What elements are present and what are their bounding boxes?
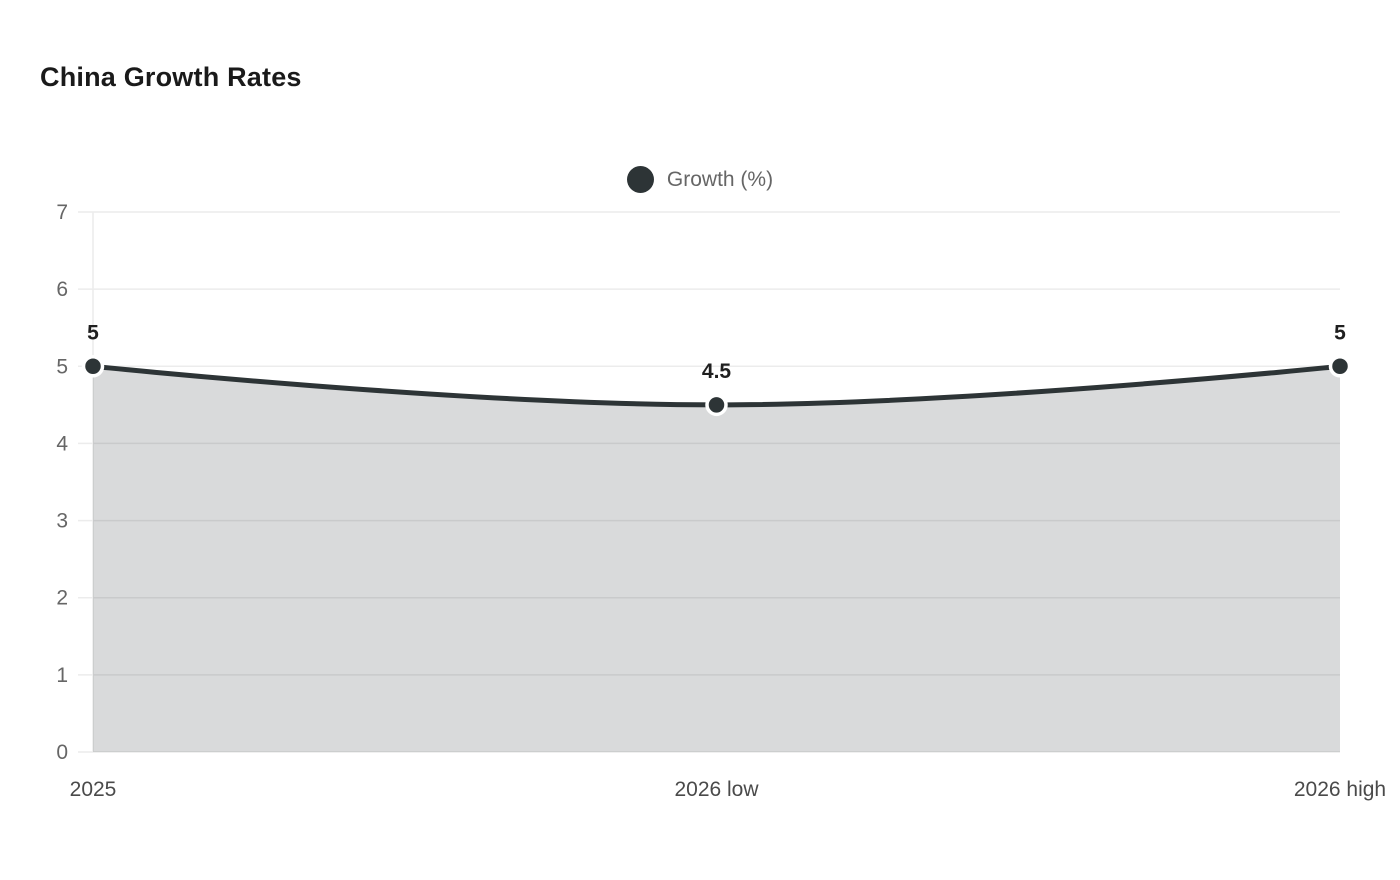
y-tick-label: 2 [56, 587, 68, 610]
data-point-label: 5 [1334, 321, 1346, 344]
y-tick-label: 6 [56, 278, 68, 301]
area-fill [93, 366, 1340, 752]
y-tick-label: 7 [56, 201, 68, 224]
x-axis-label: 2025 [70, 778, 117, 801]
chart-title: China Growth Rates [40, 62, 302, 92]
x-axis-label: 2026 low [674, 778, 759, 801]
y-tick-label: 3 [56, 510, 68, 533]
x-axis-label: 2026 high [1294, 778, 1386, 801]
data-point-label: 5 [87, 321, 99, 344]
data-point[interactable] [1328, 355, 1352, 378]
data-point[interactable] [81, 355, 105, 378]
legend[interactable]: Growth (%) [0, 166, 1400, 193]
legend-marker-icon [626, 166, 654, 193]
y-tick-label: 1 [56, 664, 68, 687]
y-tick-label: 0 [56, 741, 68, 764]
data-point[interactable] [705, 393, 728, 417]
data-point-label: 4.5 [702, 360, 732, 383]
legend-series-label: Growth (%) [666, 167, 774, 191]
y-tick-label: 4 [56, 432, 68, 455]
y-tick-label: 5 [56, 355, 68, 378]
